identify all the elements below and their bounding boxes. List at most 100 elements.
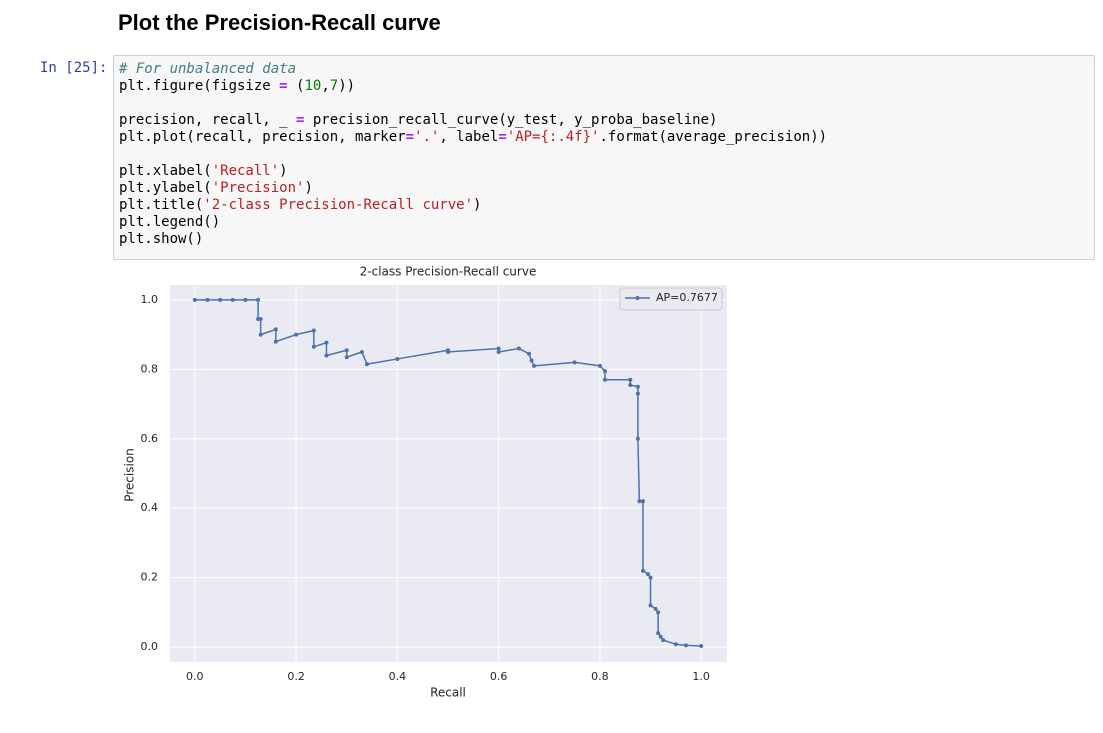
point-marker — [529, 358, 534, 363]
point-marker — [445, 349, 450, 354]
chart-title: 2-class Precision-Recall curve — [360, 265, 537, 279]
code-line: plt.plot(recall, precision, marker='.', … — [119, 129, 1094, 146]
point-marker — [311, 328, 316, 333]
point-marker — [628, 382, 633, 387]
code-token: 'AP={:.4f}' — [506, 129, 600, 145]
code-token: plt.show() — [119, 231, 204, 247]
point-marker — [699, 644, 704, 649]
point-marker — [572, 360, 577, 365]
code-token: = — [498, 129, 507, 145]
x-tick-label: 0.6 — [490, 670, 508, 683]
point-marker — [364, 362, 369, 367]
point-marker — [324, 353, 329, 358]
point-marker — [635, 384, 640, 389]
code-token: precision, recall, _ — [119, 112, 297, 128]
code-token: = — [279, 78, 288, 94]
code-token: '.' — [414, 129, 440, 145]
point-marker — [205, 297, 210, 302]
point-marker — [648, 575, 653, 580]
code-token: ( — [287, 78, 305, 94]
code-token: plt.xlabel( — [119, 163, 212, 179]
point-marker — [344, 348, 349, 353]
code-line: plt.title('2-class Precision-Recall curv… — [119, 197, 1094, 214]
point-marker — [230, 297, 235, 302]
point-marker — [658, 634, 663, 639]
point-marker — [324, 340, 329, 345]
point-marker — [395, 356, 400, 361]
code-token: )) — [338, 78, 356, 94]
point-marker — [256, 297, 261, 302]
code-token: 10 — [304, 78, 322, 94]
code-token: .format(average_precision)) — [599, 129, 828, 145]
point-marker — [602, 377, 607, 382]
point-marker — [637, 499, 642, 504]
code-token: precision_recall_curve(y_test, y_proba_b… — [304, 112, 718, 128]
point-marker — [653, 606, 658, 611]
y-tick-label: 0.4 — [141, 501, 159, 514]
point-marker — [656, 631, 661, 636]
point-marker — [527, 351, 532, 356]
plot-area — [170, 285, 727, 662]
code-token: ) — [473, 197, 482, 213]
point-marker — [683, 643, 688, 648]
point-marker — [648, 603, 653, 608]
cell-prompt: In [25]: — [40, 60, 108, 76]
code-cell[interactable]: # For unbalanced data plt.figure(figsize … — [113, 55, 1095, 260]
code-token: , — [321, 78, 330, 94]
point-marker — [192, 297, 197, 302]
x-tick-label: 0.8 — [591, 670, 609, 683]
series-line — [194, 299, 702, 647]
code-token: ) — [279, 163, 288, 179]
code-token: = — [296, 112, 305, 128]
point-marker — [496, 349, 501, 354]
point-marker — [273, 339, 278, 344]
point-marker — [218, 297, 223, 302]
code-token: , label — [439, 129, 499, 145]
point-marker — [640, 499, 645, 504]
point-marker — [635, 391, 640, 396]
code-line: # For unbalanced data — [119, 61, 1094, 78]
point-marker — [344, 355, 349, 360]
code-token: plt.figure(figsize — [119, 78, 280, 94]
point-marker — [646, 572, 651, 577]
point-marker — [673, 642, 678, 647]
y-tick-label: 0.8 — [141, 362, 159, 375]
point-marker — [496, 346, 501, 351]
point-marker — [258, 317, 263, 322]
code-line: plt.legend() — [119, 214, 1094, 231]
y-tick-label: 0.6 — [141, 432, 159, 445]
code-line: plt.figure(figsize = (10,7)) — [119, 78, 1094, 95]
x-tick-label: 1.0 — [692, 670, 710, 683]
legend-label: AP=0.7677 — [656, 291, 718, 304]
x-tick-label: 0.2 — [287, 670, 305, 683]
point-marker — [656, 610, 661, 615]
point-marker — [258, 332, 263, 337]
code-line: plt.show() — [119, 231, 1094, 248]
code-token: '2-class Precision-Recall curve' — [203, 197, 474, 213]
legend: AP=0.7677 — [619, 287, 723, 311]
code-token: 'Precision' — [211, 180, 305, 196]
y-tick-label: 0.0 — [141, 640, 159, 653]
code-token: # For unbalanced data — [119, 61, 297, 77]
point-marker — [516, 346, 521, 351]
code-token: 7 — [329, 78, 339, 94]
code-token: plt.legend() — [119, 214, 221, 230]
point-marker — [602, 369, 607, 374]
y-tick-label: 1.0 — [141, 293, 159, 306]
point-marker — [311, 344, 316, 349]
point-marker — [661, 638, 666, 643]
point-marker — [635, 436, 640, 441]
code-token: = — [405, 129, 415, 145]
code-token: plt.title( — [119, 197, 204, 213]
point-marker — [243, 297, 248, 302]
code-line: plt.xlabel('Recall') — [119, 163, 1094, 180]
code-token: plt.plot(recall, precision, marker — [119, 129, 406, 145]
legend-marker — [635, 296, 640, 300]
point-marker — [628, 377, 633, 382]
legend-box — [619, 287, 723, 311]
x-axis-label: Recall — [430, 686, 466, 700]
code-line: plt.ylabel('Precision') — [119, 180, 1094, 197]
code-token: 'Recall' — [211, 163, 280, 179]
